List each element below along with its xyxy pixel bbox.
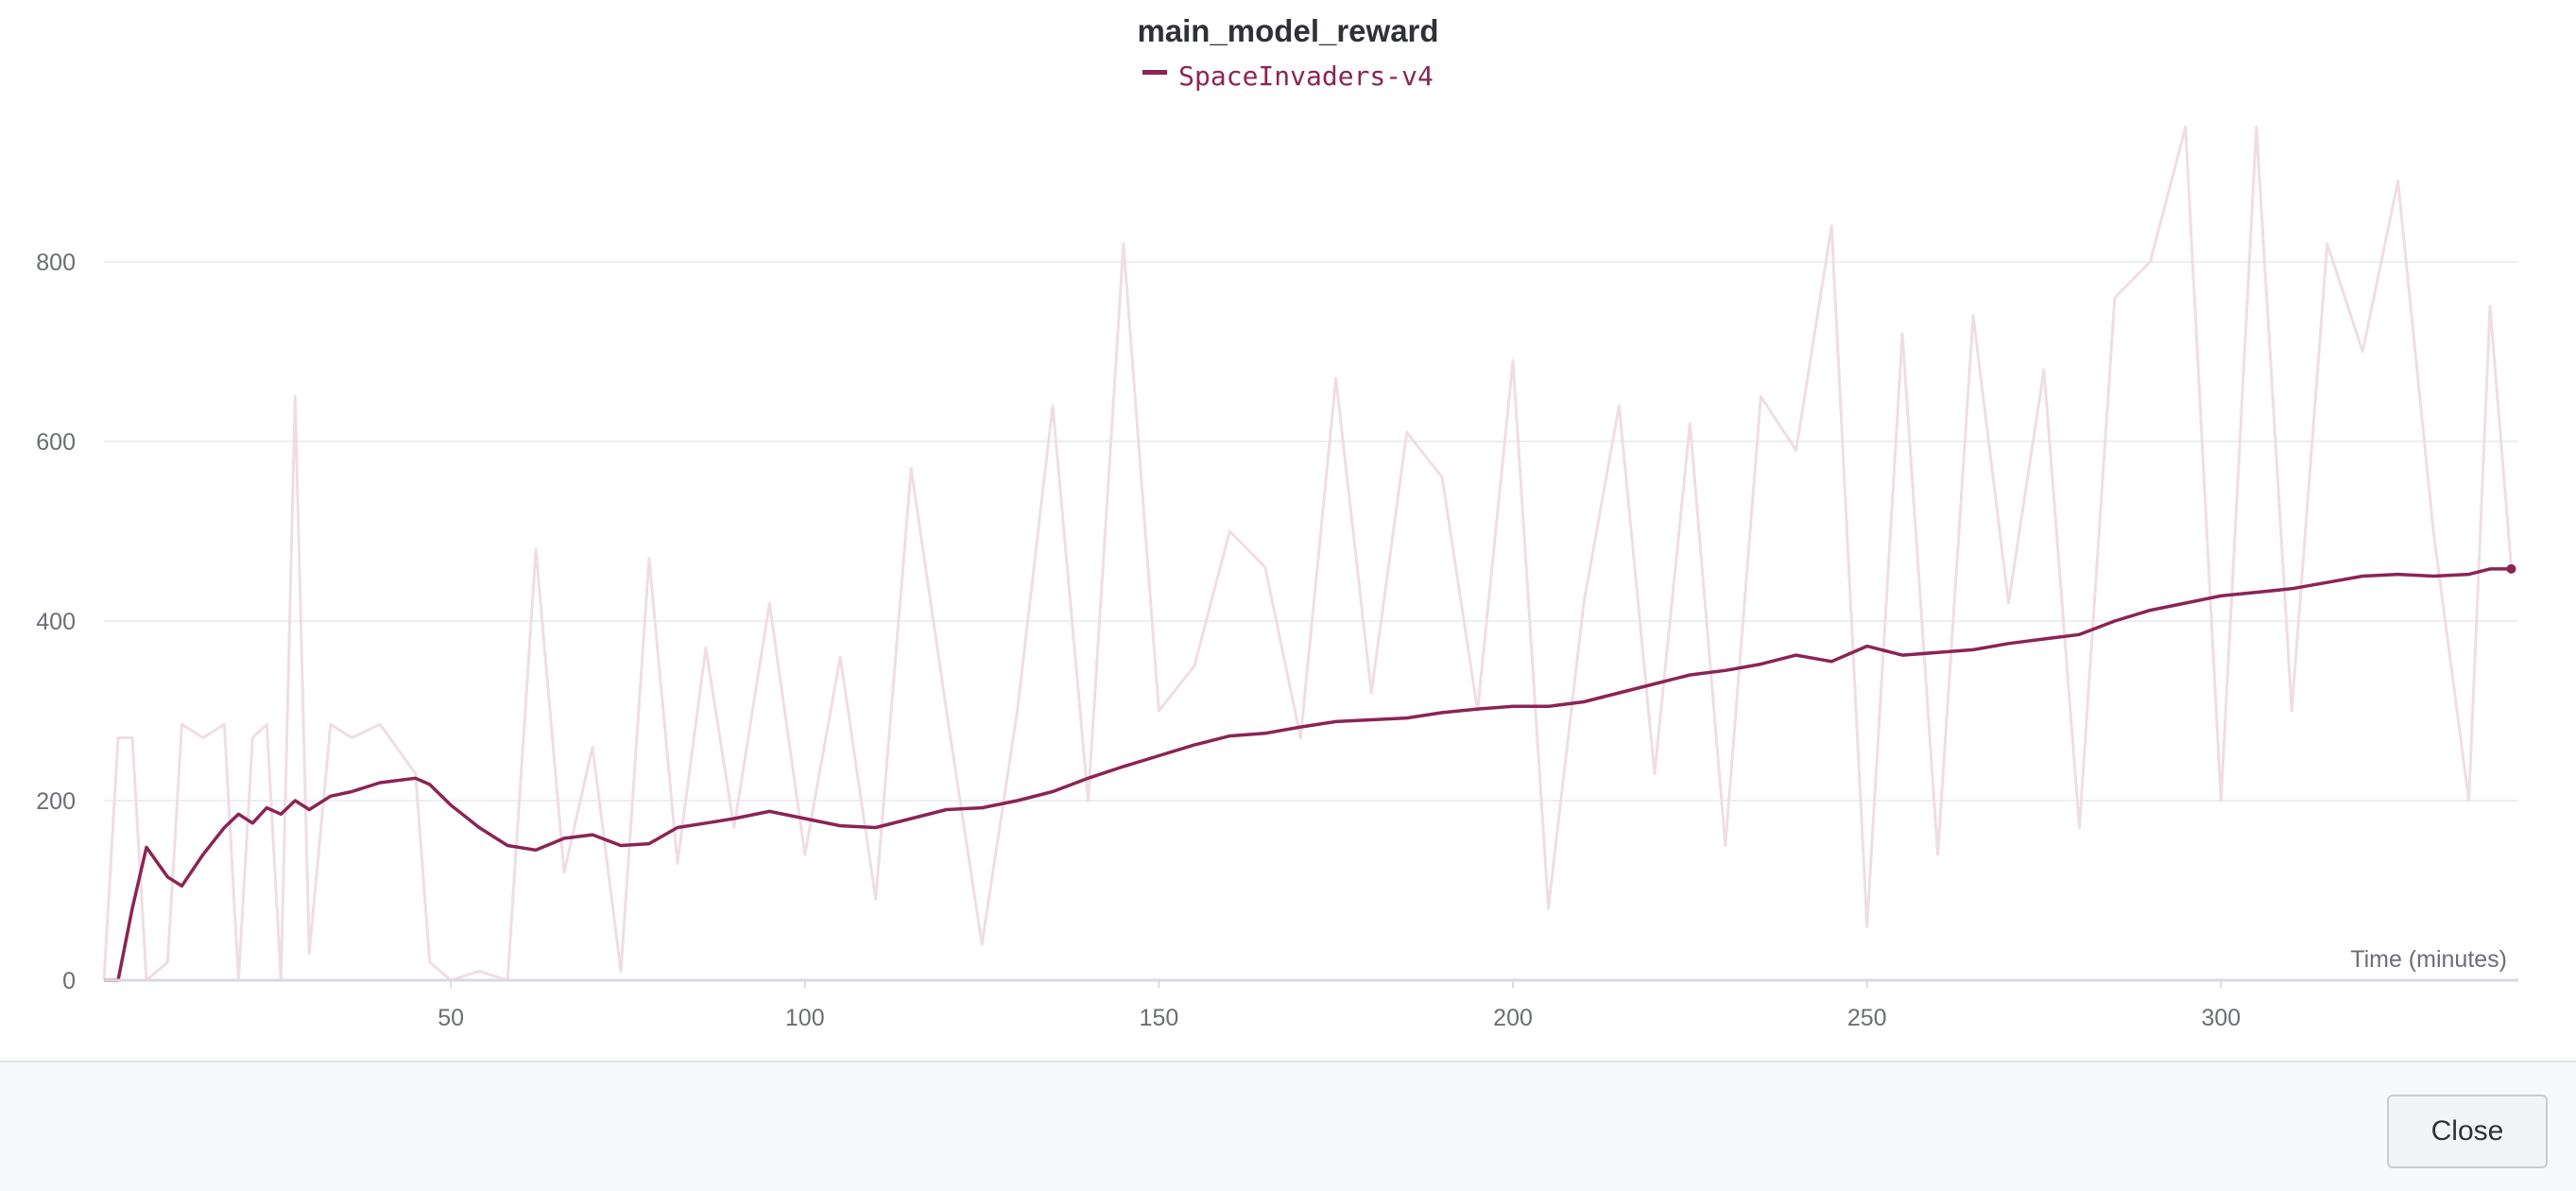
x-tick-label: 100 [785, 1005, 825, 1031]
x-tick-label: 300 [2201, 1005, 2241, 1031]
legend-series-label: SpaceInvaders-v4 [1178, 60, 1434, 92]
y-tick-label: 0 [62, 968, 76, 994]
chart-plot-area: 0 200 400 600 800 50 100 150 200 250 300 Time (minu… [36, 126, 2518, 1031]
y-tick-label: 200 [36, 788, 76, 815]
raw-series-line [102, 126, 2513, 982]
x-axis-label: Time (minutes) [2350, 946, 2507, 973]
x-tick-label: 200 [1493, 1005, 1533, 1031]
x-tick-label: 250 [1847, 1005, 1887, 1031]
y-tick-label: 600 [36, 429, 76, 456]
y-tick-label: 400 [36, 609, 76, 635]
chart-tick-labels: 0 200 400 600 800 50 100 150 200 250 300 Time (minu… [36, 250, 2507, 1031]
x-tick-label: 150 [1140, 1005, 1179, 1031]
chart-axes [104, 978, 2518, 988]
close-button[interactable]: Close [2387, 1095, 2548, 1168]
legend-line-swatch [1142, 69, 1168, 75]
chart-gridlines [104, 261, 2518, 802]
chart-title: main_model_reward [1137, 13, 1439, 48]
smoothed-series-line [104, 567, 2512, 982]
chart-legend[interactable]: SpaceInvaders-v4 [0, 60, 2576, 92]
series-end-point [2506, 563, 2516, 574]
raw-series-layer [102, 126, 2513, 982]
chart-panel: 0 200 400 600 800 50 100 150 200 250 300 Time (minu… [0, 13, 2576, 1031]
x-tick-label: 50 [438, 1005, 464, 1031]
smoothed-series-layer [104, 563, 2516, 982]
modal-footer: Close [0, 1061, 2576, 1191]
y-tick-label: 800 [36, 250, 76, 276]
